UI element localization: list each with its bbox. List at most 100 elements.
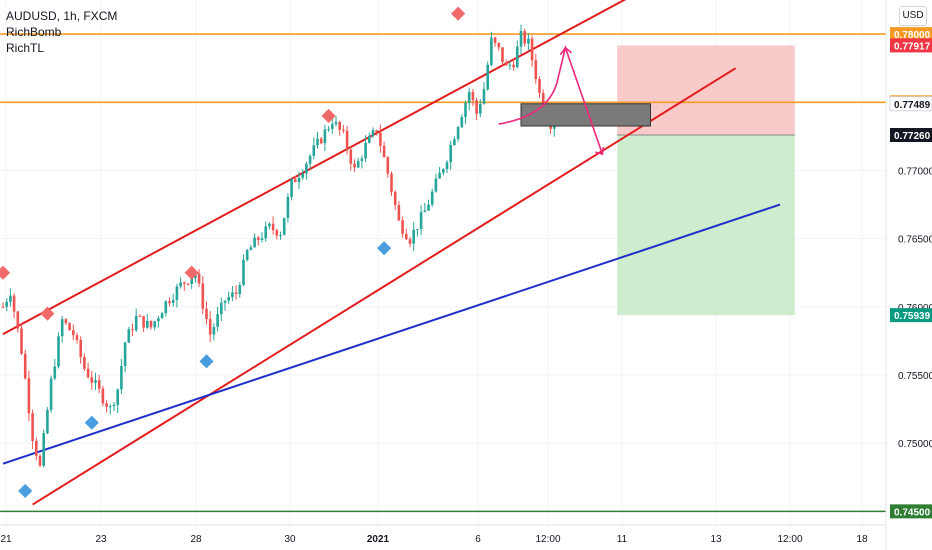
candle[interactable]	[423, 210, 427, 213]
candle[interactable]	[97, 380, 101, 389]
candle[interactable]	[290, 179, 293, 198]
candle[interactable]	[149, 320, 153, 328]
candle[interactable]	[238, 285, 242, 294]
candle[interactable]	[220, 302, 223, 315]
candle[interactable]	[242, 259, 245, 286]
candle[interactable]	[416, 229, 419, 231]
candle[interactable]	[279, 234, 282, 236]
candle[interactable]	[445, 162, 449, 170]
candle[interactable]	[105, 403, 108, 407]
candle[interactable]	[393, 191, 397, 206]
candle[interactable]	[271, 223, 275, 231]
candle[interactable]	[438, 172, 441, 179]
candle[interactable]	[49, 378, 53, 410]
candle[interactable]	[245, 250, 249, 260]
candle[interactable]	[345, 130, 349, 150]
candle[interactable]	[138, 315, 142, 317]
candle[interactable]	[519, 31, 523, 47]
candle[interactable]	[212, 326, 216, 335]
candle[interactable]	[127, 329, 131, 343]
candle[interactable]	[282, 217, 286, 235]
candle[interactable]	[168, 301, 171, 304]
candle[interactable]	[442, 169, 445, 173]
candle[interactable]	[86, 368, 90, 378]
candle[interactable]	[42, 433, 45, 466]
candle[interactable]	[356, 160, 360, 168]
candle[interactable]	[434, 178, 438, 192]
candle[interactable]	[201, 283, 205, 309]
candle[interactable]	[331, 124, 334, 129]
candle[interactable]	[253, 237, 256, 248]
candle[interactable]	[60, 319, 64, 337]
candle[interactable]	[112, 404, 116, 407]
candle[interactable]	[134, 315, 138, 331]
candle[interactable]	[538, 79, 541, 93]
candle[interactable]	[453, 139, 456, 146]
trend-line[interactable]	[2, 203, 781, 465]
candle[interactable]	[349, 149, 353, 164]
candle[interactable]	[123, 342, 127, 366]
buy-signal-diamond[interactable]	[199, 354, 214, 369]
candle[interactable]	[449, 145, 452, 163]
indicator-richtl[interactable]: RichTL	[6, 41, 45, 55]
take-profit-zone[interactable]	[617, 135, 795, 316]
symbol-title[interactable]: AUDUSD, 1h, FXCM	[6, 9, 118, 23]
candle[interactable]	[316, 138, 319, 146]
candle[interactable]	[405, 233, 408, 240]
candle[interactable]	[412, 229, 415, 244]
candle[interactable]	[142, 316, 145, 328]
candle[interactable]	[368, 135, 371, 143]
candle[interactable]	[305, 163, 308, 174]
candle[interactable]	[216, 314, 219, 327]
candle[interactable]	[327, 128, 330, 130]
candle[interactable]	[419, 212, 423, 230]
candle[interactable]	[427, 204, 430, 211]
candle[interactable]	[516, 46, 519, 68]
candle[interactable]	[46, 409, 49, 434]
candle[interactable]	[171, 299, 175, 304]
candle[interactable]	[20, 328, 23, 354]
candle[interactable]	[208, 319, 212, 335]
candle[interactable]	[382, 145, 386, 158]
candle[interactable]	[475, 100, 478, 114]
candle[interactable]	[31, 413, 34, 442]
candle[interactable]	[116, 389, 119, 405]
candle[interactable]	[231, 292, 234, 298]
candle[interactable]	[234, 292, 238, 294]
candle[interactable]	[68, 323, 71, 331]
sell-signal-diamond[interactable]	[40, 306, 55, 321]
candle[interactable]	[456, 127, 460, 140]
candle[interactable]	[153, 321, 156, 328]
candle[interactable]	[16, 311, 20, 329]
candle[interactable]	[401, 220, 404, 234]
candle[interactable]	[297, 177, 301, 183]
candle[interactable]	[90, 377, 94, 383]
candle[interactable]	[264, 226, 267, 239]
candle[interactable]	[397, 205, 401, 221]
candle[interactable]	[386, 157, 390, 174]
candle[interactable]	[64, 319, 68, 324]
candle[interactable]	[79, 339, 82, 357]
candle[interactable]	[249, 247, 253, 251]
candle[interactable]	[257, 237, 260, 240]
candle[interactable]	[371, 130, 375, 136]
candle[interactable]	[197, 273, 201, 284]
candle[interactable]	[360, 158, 364, 161]
candle[interactable]	[460, 117, 464, 128]
candle[interactable]	[408, 239, 412, 244]
candle[interactable]	[342, 129, 345, 131]
candle[interactable]	[301, 173, 304, 178]
candle[interactable]	[482, 89, 486, 104]
candle[interactable]	[464, 102, 467, 118]
candle[interactable]	[1, 306, 5, 308]
candle[interactable]	[323, 129, 327, 144]
candle[interactable]	[530, 38, 534, 61]
candle[interactable]	[390, 173, 393, 192]
candle[interactable]	[527, 38, 530, 44]
candle[interactable]	[146, 320, 149, 328]
candle[interactable]	[223, 300, 227, 303]
candle[interactable]	[375, 130, 378, 133]
candle[interactable]	[268, 223, 271, 227]
channel-upper-line[interactable]	[2, 0, 688, 335]
